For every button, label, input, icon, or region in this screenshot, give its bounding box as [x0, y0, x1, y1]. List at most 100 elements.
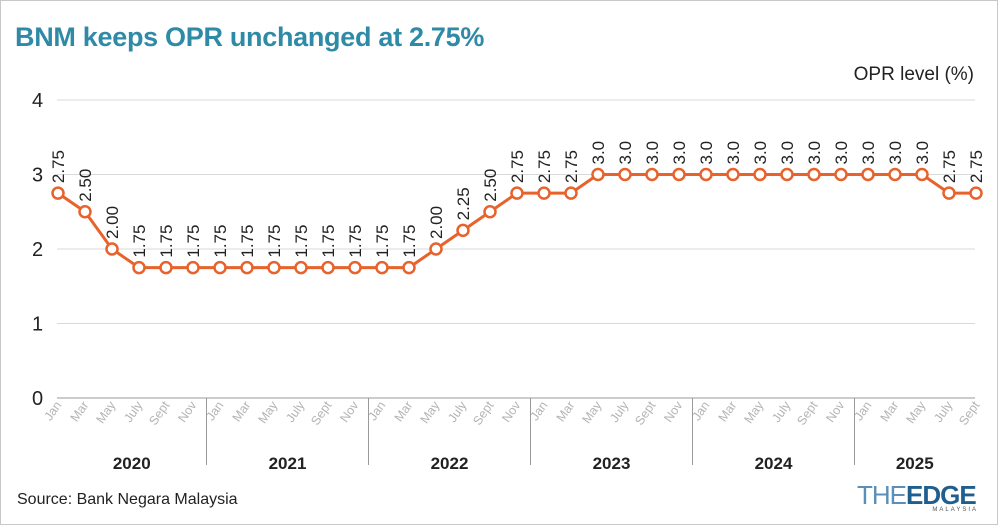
x-tick-label: Nov — [661, 398, 686, 425]
data-label: 3.0 — [643, 141, 662, 165]
data-label: 1.75 — [265, 225, 284, 258]
logo-edge: EDGE — [906, 480, 977, 510]
data-label: 3.0 — [589, 141, 608, 165]
x-tick-label: Nov — [823, 398, 848, 425]
data-point — [402, 260, 416, 275]
data-point — [888, 167, 902, 182]
y-tick-label: 0 — [32, 388, 43, 410]
data-label: 1.75 — [238, 225, 257, 258]
data-label: 3.0 — [724, 141, 743, 165]
year-label: 2025 — [896, 454, 934, 473]
x-tick-label: July — [283, 398, 308, 425]
x-tick-label: Sept — [308, 398, 335, 428]
x-tick-label: Jan — [41, 399, 64, 424]
data-point — [537, 186, 551, 200]
data-point — [915, 167, 929, 182]
x-tick-label: Sept — [956, 398, 983, 428]
data-point — [240, 260, 254, 275]
data-point — [699, 167, 713, 182]
data-label: 2.50 — [481, 169, 500, 202]
data-label: 3.0 — [913, 141, 932, 165]
data-label: 1.75 — [346, 225, 365, 258]
data-point — [159, 260, 173, 275]
data-point — [132, 260, 146, 275]
x-tick-label: Sept — [470, 398, 497, 428]
source-note: Source: Bank Negara Malaysia — [17, 491, 238, 508]
data-label: 2.75 — [967, 150, 986, 183]
x-tick-label: Sept — [632, 398, 659, 428]
x-tick-label: July — [769, 398, 794, 425]
chart-title: BNM keeps OPR unchanged at 2.75% — [15, 22, 485, 52]
year-label: 2024 — [755, 454, 793, 473]
data-label: 3.0 — [886, 141, 905, 165]
data-label: 3.0 — [751, 141, 770, 165]
x-tick-label: Mar — [878, 399, 902, 425]
data-point — [267, 260, 281, 275]
x-tick-label: Mar — [230, 399, 254, 425]
data-point — [834, 167, 848, 182]
x-tick-label: May — [903, 398, 928, 426]
data-point — [672, 167, 686, 182]
x-tick-label: Nov — [337, 398, 362, 425]
data-point — [213, 260, 227, 275]
data-label: 3.0 — [859, 141, 878, 165]
y-tick-label: 3 — [32, 165, 43, 187]
y-tick-label: 2 — [32, 239, 43, 261]
data-label: 1.75 — [184, 225, 203, 258]
data-point — [429, 242, 443, 256]
data-point — [969, 186, 983, 200]
logo-the: THE — [857, 480, 907, 510]
data-label: 2.25 — [454, 187, 473, 220]
x-tick-label: May — [417, 398, 442, 426]
the-edge-logo: THEEDGE MALAYSIA — [857, 480, 982, 514]
data-label: 2.50 — [76, 169, 95, 202]
data-point — [618, 167, 632, 182]
data-point — [456, 223, 470, 238]
data-label: 1.75 — [319, 225, 338, 258]
logo-wordmark: THEEDGE — [857, 480, 977, 510]
data-label: 3.0 — [778, 141, 797, 165]
x-tick-label: Sept — [794, 398, 821, 428]
data-label: 2.00 — [427, 206, 446, 239]
year-label: 2022 — [431, 454, 469, 473]
x-tick-label: Sept — [146, 398, 173, 428]
data-point — [321, 260, 335, 275]
data-point — [375, 260, 389, 275]
data-point — [564, 186, 578, 200]
data-point — [807, 167, 821, 182]
data-label: 2.75 — [49, 150, 68, 183]
data-point — [78, 205, 92, 219]
y-tick-labels: 0 1 2 3 4 — [32, 90, 43, 410]
y-tick-label: 1 — [32, 314, 43, 336]
x-tick-label: July — [931, 398, 956, 425]
data-label: 2.75 — [508, 150, 527, 183]
x-tick-label: Mar — [554, 399, 578, 425]
year-label: 2023 — [593, 454, 631, 473]
data-point — [753, 167, 767, 182]
data-point — [186, 260, 200, 275]
data-points — [51, 167, 983, 275]
year-label: 2021 — [269, 454, 307, 473]
data-label: 3.0 — [832, 141, 851, 165]
year-labels: 2020 2021 2022 2023 2024 2025 — [113, 398, 934, 473]
data-point — [483, 205, 497, 219]
data-label: 2.75 — [535, 150, 554, 183]
data-label: 3.0 — [670, 141, 689, 165]
x-tick-label: Mar — [716, 399, 740, 425]
data-point — [645, 167, 659, 182]
data-label: 1.75 — [373, 225, 392, 258]
data-label: 3.0 — [616, 141, 635, 165]
data-label: 2.00 — [103, 206, 122, 239]
data-point — [591, 167, 605, 182]
x-tick-label: July — [445, 398, 470, 425]
y-axis-unit-label: OPR level (%) — [853, 64, 974, 85]
data-label: 1.75 — [211, 225, 230, 258]
data-point — [348, 260, 362, 275]
data-label: 1.75 — [130, 225, 149, 258]
x-tick-label: May — [255, 398, 280, 426]
data-label: 2.75 — [940, 150, 959, 183]
data-point — [105, 242, 119, 256]
data-point — [726, 167, 740, 182]
data-point — [861, 167, 875, 182]
